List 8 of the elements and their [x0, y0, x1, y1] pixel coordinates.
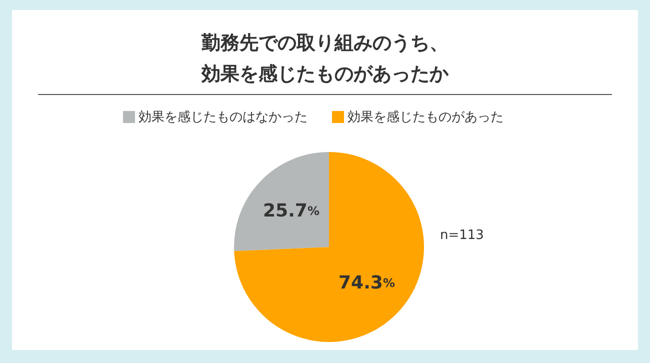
chart-title: 勤務先での取り組みのうち、効果を感じたものがあったか [200, 31, 450, 87]
text: n=113 [440, 228, 484, 243]
data-label: 25.7% [263, 200, 320, 222]
legend-label: 効果を感じたものはなかった [138, 110, 308, 125]
pie-slice [234, 152, 329, 252]
pie-slice [234, 152, 424, 342]
data-label: 74.3% [338, 272, 395, 294]
legend-label: 効果を感じたものがあった [348, 110, 504, 125]
